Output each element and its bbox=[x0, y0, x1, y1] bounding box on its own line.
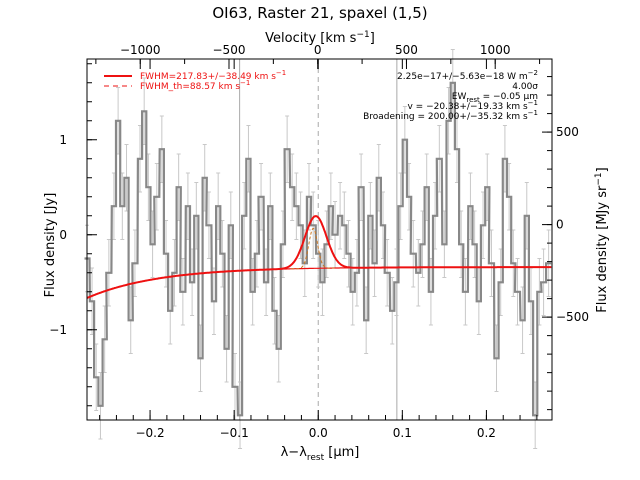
plot-frame bbox=[86, 58, 553, 421]
y-axis-label-right: Flux density [MJy sr−1] bbox=[594, 167, 610, 312]
plot-area bbox=[84, 49, 553, 449]
legend-entry: FWHM=217.83+/−38.49 km s−1 bbox=[140, 69, 286, 82]
x-tick-label: 0.0 bbox=[309, 426, 328, 440]
y-axis-label-left: Flux density [Jy] bbox=[43, 193, 58, 298]
legend: FWHM=217.83+/−38.49 km s−1FWHM_th=88.57 … bbox=[104, 69, 286, 92]
y-tick-label: 1 bbox=[59, 133, 67, 147]
right-tick-label: 500 bbox=[556, 125, 579, 139]
fit-annotation: 4.00σ bbox=[512, 82, 538, 92]
axis-ticks: −0.2 −0.1 0.0 0.1 0.2 −1 0 1 −500 0 500 −1000 −500 0 5… bbox=[49, 43, 589, 440]
y-tick-label: −1 bbox=[49, 323, 67, 337]
top-axis-label: Velocity [km s−1] bbox=[265, 30, 375, 46]
top-tick-label: −500 bbox=[213, 43, 246, 57]
top-tick-label: 0 bbox=[314, 43, 322, 57]
chart-title: OI63, Raster 21, spaxel (1,5) bbox=[212, 4, 427, 22]
top-tick-label: 1000 bbox=[480, 43, 511, 57]
y-tick-label: 0 bbox=[59, 228, 67, 242]
x-tick-label: −0.1 bbox=[220, 426, 249, 440]
x-axis-label: λ−λrest [μm] bbox=[281, 445, 360, 463]
data-histogram bbox=[84, 81, 552, 417]
fit-annotation: v = −20.38+/−19.33 km s−1 bbox=[408, 99, 539, 112]
fit-annotation: EWrest = −0.05 μm bbox=[452, 92, 538, 104]
fit-annotation: Broadening = 200.00+/−35.32 km s−1 bbox=[363, 109, 538, 122]
right-tick-label: −500 bbox=[556, 310, 589, 324]
thermal-profile bbox=[291, 227, 335, 270]
right-tick-label: 0 bbox=[556, 218, 564, 232]
legend-entry: FWHM_th=88.57 km s−1 bbox=[140, 79, 250, 92]
top-tick-label: −1000 bbox=[120, 43, 161, 57]
fit-curve bbox=[86, 215, 552, 299]
top-tick-label: 500 bbox=[395, 43, 418, 57]
fit-annotation: 2.25e−17+/−5.63e−18 W m−2 bbox=[397, 69, 538, 82]
x-tick-label: −0.2 bbox=[135, 426, 164, 440]
x-tick-label: 0.1 bbox=[393, 426, 412, 440]
x-tick-label: 0.2 bbox=[477, 426, 496, 440]
